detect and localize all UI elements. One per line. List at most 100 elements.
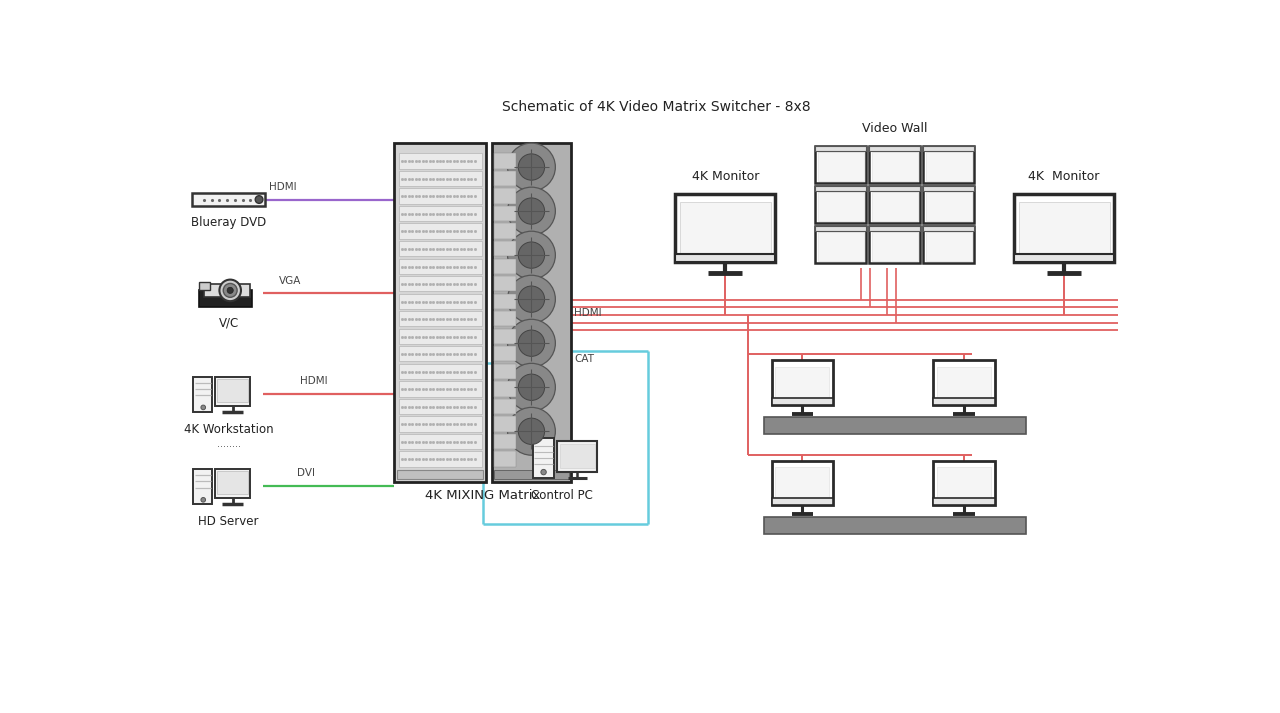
Text: HDMI: HDMI xyxy=(269,182,297,192)
Bar xyxy=(815,227,867,231)
Circle shape xyxy=(219,279,241,301)
Bar xyxy=(764,517,1025,534)
Bar xyxy=(872,152,918,181)
Text: HDMI: HDMI xyxy=(300,376,328,386)
Circle shape xyxy=(508,407,556,455)
Bar xyxy=(399,364,481,379)
Bar xyxy=(680,202,771,258)
Bar xyxy=(869,227,920,263)
Bar xyxy=(394,143,486,482)
Bar xyxy=(399,153,481,168)
Circle shape xyxy=(518,154,544,180)
Bar xyxy=(215,469,250,498)
Bar xyxy=(815,186,867,223)
Bar xyxy=(818,152,864,181)
Bar xyxy=(933,398,995,405)
Bar xyxy=(933,461,995,506)
Bar xyxy=(218,379,248,402)
Bar xyxy=(494,259,516,274)
Bar xyxy=(494,206,516,221)
Circle shape xyxy=(508,231,556,279)
Circle shape xyxy=(508,187,556,235)
Bar xyxy=(815,186,867,191)
Bar xyxy=(872,192,918,221)
Bar xyxy=(532,438,554,478)
Bar xyxy=(399,276,481,292)
Bar xyxy=(776,468,829,501)
Bar xyxy=(925,232,972,261)
Bar xyxy=(494,241,516,256)
Bar xyxy=(772,461,833,506)
Circle shape xyxy=(508,364,556,411)
Text: ........: ........ xyxy=(216,438,241,448)
Bar xyxy=(815,227,867,263)
Bar xyxy=(399,241,481,256)
Circle shape xyxy=(201,405,206,410)
Bar xyxy=(399,381,481,396)
Text: HDMI: HDMI xyxy=(575,308,602,318)
Bar xyxy=(815,146,867,151)
Text: DVI: DVI xyxy=(297,468,315,478)
Bar xyxy=(772,498,833,506)
Bar xyxy=(933,498,995,506)
Bar xyxy=(399,259,481,274)
Bar xyxy=(676,194,776,262)
Bar xyxy=(494,434,516,449)
Bar xyxy=(193,469,212,504)
Bar xyxy=(215,376,250,406)
Bar xyxy=(218,471,248,494)
Bar xyxy=(399,223,481,239)
Text: CAT: CAT xyxy=(575,354,594,364)
Bar xyxy=(399,399,481,414)
Bar xyxy=(399,434,481,449)
Bar xyxy=(869,186,920,223)
Bar xyxy=(494,381,516,396)
Bar xyxy=(869,186,920,191)
Bar xyxy=(399,206,481,221)
Bar xyxy=(925,152,972,181)
Text: 4K Monitor: 4K Monitor xyxy=(691,170,759,183)
Circle shape xyxy=(508,275,556,323)
Bar xyxy=(776,367,829,401)
Bar xyxy=(872,232,918,261)
Circle shape xyxy=(255,195,262,203)
Bar xyxy=(764,416,1025,434)
Bar xyxy=(200,282,210,289)
Text: 4K MIXING Matrix: 4K MIXING Matrix xyxy=(425,489,540,503)
Circle shape xyxy=(541,469,547,475)
Circle shape xyxy=(223,284,237,297)
Bar xyxy=(869,146,920,151)
Bar xyxy=(937,468,991,501)
Circle shape xyxy=(201,498,206,502)
Bar xyxy=(399,294,481,309)
Bar xyxy=(818,232,864,261)
Circle shape xyxy=(227,287,233,294)
Bar xyxy=(937,367,991,401)
Bar xyxy=(558,441,598,472)
Bar xyxy=(494,223,516,239)
Polygon shape xyxy=(204,284,250,297)
Bar xyxy=(925,192,972,221)
Bar xyxy=(494,276,516,292)
Bar xyxy=(1014,255,1114,262)
Bar xyxy=(869,227,920,231)
Bar xyxy=(494,451,516,467)
Bar xyxy=(923,146,974,183)
Bar xyxy=(494,416,516,431)
Bar xyxy=(933,361,995,405)
Text: V/C: V/C xyxy=(219,317,239,329)
Circle shape xyxy=(518,418,544,444)
Bar xyxy=(494,153,516,168)
Bar xyxy=(399,416,481,431)
Bar xyxy=(494,399,516,414)
Circle shape xyxy=(518,286,544,312)
Text: Video Wall: Video Wall xyxy=(861,122,928,135)
Bar xyxy=(923,186,974,223)
Bar xyxy=(399,188,481,204)
Bar xyxy=(193,376,212,412)
Circle shape xyxy=(518,198,544,224)
Bar xyxy=(399,329,481,344)
Bar xyxy=(772,398,833,405)
Bar xyxy=(494,470,570,479)
Bar xyxy=(494,364,516,379)
